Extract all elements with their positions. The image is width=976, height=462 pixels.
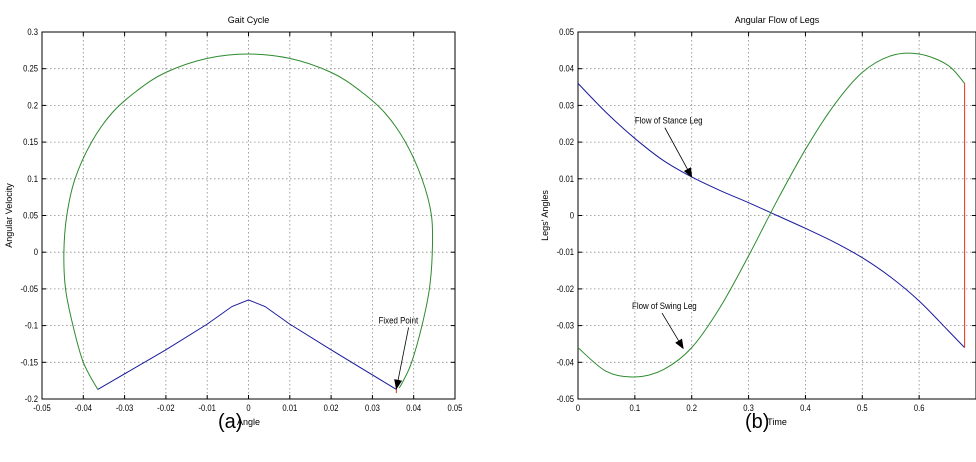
annotation-arrow xyxy=(664,127,693,178)
y-tick-label: -0.1 xyxy=(25,320,38,331)
chart-title: Angular Flow of Legs xyxy=(735,15,820,25)
x-tick-label: 0.6 xyxy=(914,402,925,413)
y-tick-label: 0.2 xyxy=(27,100,38,111)
y-axis-label: Angular Velocity xyxy=(4,183,14,248)
y-tick-label: 0.02 xyxy=(559,136,574,147)
y-tick-label: -0.2 xyxy=(25,393,38,404)
x-axis-label: Angle xyxy=(237,417,260,427)
y-tick-label: 0.04 xyxy=(559,63,574,74)
y-tick-label: 0.1 xyxy=(27,173,38,184)
panel-a-label: (a) xyxy=(218,411,243,433)
angular-flow-chart: 0 0.1 0.2 0.3 0.4 0.5 0.6 -0.05 -0.04 -0.03 -0.02 -… xyxy=(540,15,976,427)
x-tick-label: 0.05 xyxy=(448,402,463,413)
x-tick-label: 0.2 xyxy=(686,402,697,413)
x-tick-label: 0.3 xyxy=(743,402,754,413)
y-tick-label: 0 xyxy=(570,210,575,221)
y-tick-label: 0.03 xyxy=(559,100,574,111)
y-tick-label: 0 xyxy=(34,247,39,258)
x-axis-label: Time xyxy=(767,417,787,427)
y-tick-label: -0.02 xyxy=(557,283,575,294)
y-tick-label: -0.15 xyxy=(21,357,39,368)
x-tick-label: 0.5 xyxy=(857,402,868,413)
y-axis-label: Legs' Angles xyxy=(540,190,550,241)
series-line-blue xyxy=(577,83,965,348)
series-line-blue xyxy=(97,299,397,390)
y-tick-label: 0.15 xyxy=(23,136,38,147)
y-tick-label: -0.05 xyxy=(21,283,39,294)
x-tick-label: 0 xyxy=(576,402,581,413)
panel-b-label: (b) xyxy=(745,411,770,433)
y-tick-label: 0.25 xyxy=(23,63,38,74)
chart-title: Gait Cycle xyxy=(228,15,270,25)
y-tick-label: 0.01 xyxy=(559,173,574,184)
gait-cycle-chart: -0.05 -0.04 -0.03 -0.02 -0.01 0 0.01 0.02 0.03 0.… xyxy=(4,15,463,427)
x-tick-label: -0.05 xyxy=(33,402,51,413)
y-tick-label: -0.05 xyxy=(557,393,575,404)
x-tick-label: -0.04 xyxy=(75,402,93,413)
y-tick-label: -0.04 xyxy=(557,357,575,368)
annotation-text: Fixed Point xyxy=(379,315,419,326)
x-tick-label: 0.02 xyxy=(324,402,339,413)
y-tick-label: -0.03 xyxy=(557,320,575,331)
x-tick-label: 0.01 xyxy=(282,402,297,413)
x-tick-label: 0.03 xyxy=(365,402,380,413)
x-tick-label: 0.4 xyxy=(800,402,811,413)
x-tick-label: -0.02 xyxy=(157,402,175,413)
series-line-green xyxy=(63,53,434,390)
x-tick-label: 0.1 xyxy=(630,402,641,413)
plot-frame xyxy=(41,31,456,400)
x-tick-label: -0.01 xyxy=(198,402,216,413)
x-tick-label: 0.04 xyxy=(406,402,421,413)
annotation-text: Flow of Swing Leg xyxy=(632,301,697,312)
y-tick-label: -0.01 xyxy=(557,247,575,258)
x-tick-label: 0 xyxy=(246,402,251,413)
x-tick-label: -0.03 xyxy=(116,402,134,413)
y-tick-label: 0.05 xyxy=(23,210,38,221)
y-tick-label: 0.05 xyxy=(559,26,574,37)
annotation-arrow xyxy=(394,327,409,390)
series-group xyxy=(577,52,966,378)
series-line-green xyxy=(577,52,966,378)
annotation-text: Flow of Stance Leg xyxy=(635,115,703,126)
annotation-arrow xyxy=(661,312,684,350)
y-tick-label: 0.3 xyxy=(27,26,38,37)
